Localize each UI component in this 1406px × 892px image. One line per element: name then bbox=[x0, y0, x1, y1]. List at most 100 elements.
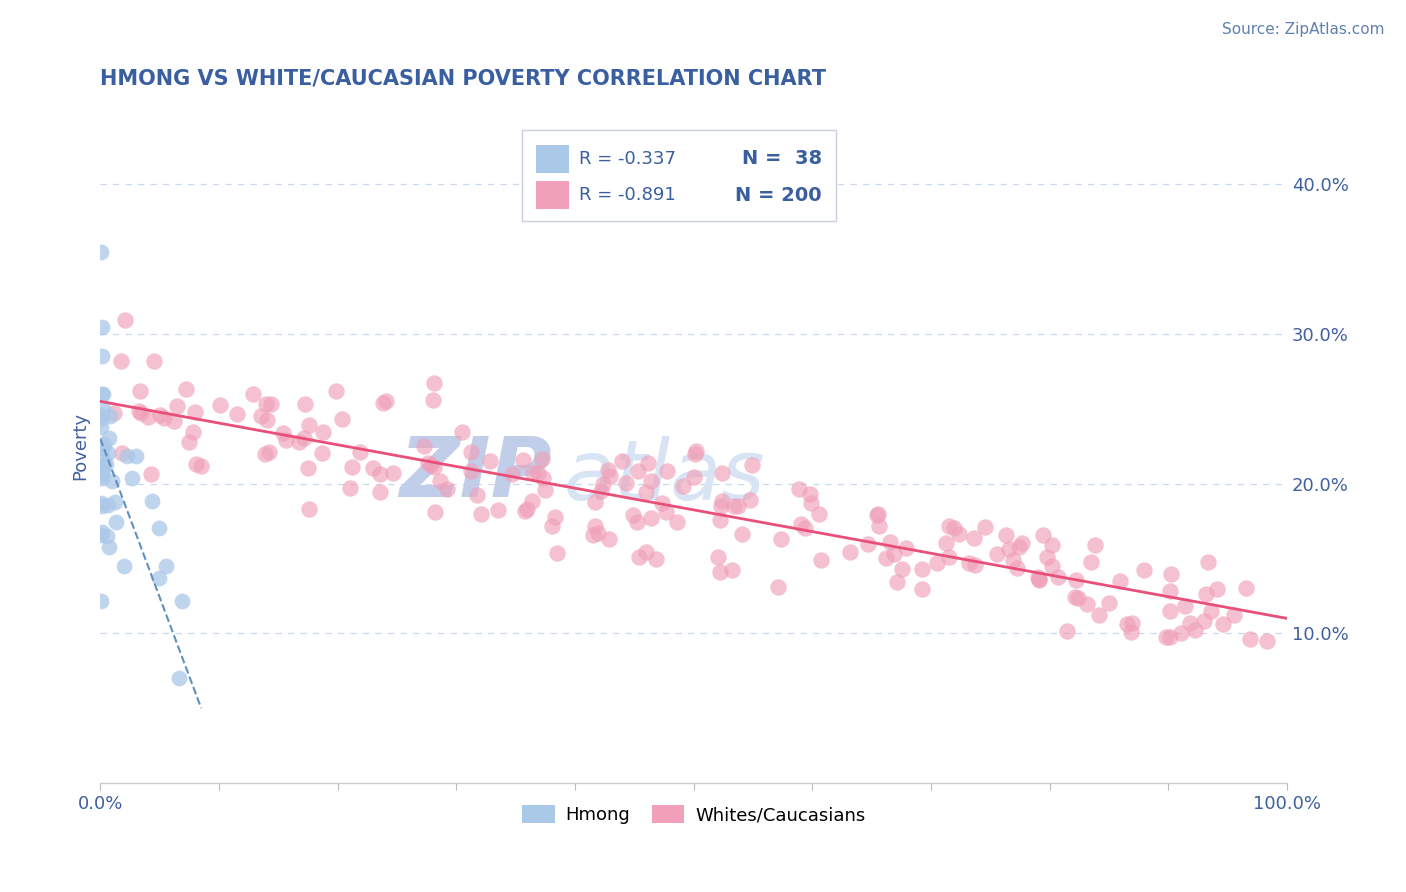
Point bbox=[97, 432, 120, 446]
Point bbox=[935, 536, 957, 550]
Point bbox=[257, 444, 280, 458]
Point bbox=[90, 468, 112, 483]
Point bbox=[1028, 572, 1050, 586]
Point bbox=[520, 493, 543, 508]
Point bbox=[1007, 561, 1029, 575]
Point bbox=[1160, 567, 1182, 582]
Point bbox=[174, 382, 197, 396]
Point bbox=[97, 446, 120, 460]
Point bbox=[1197, 555, 1219, 569]
Point bbox=[1119, 624, 1142, 639]
Point bbox=[516, 502, 538, 516]
Point bbox=[592, 477, 614, 491]
Point bbox=[91, 350, 114, 364]
Point bbox=[153, 411, 176, 425]
Point bbox=[512, 452, 534, 467]
Point bbox=[627, 550, 650, 565]
Point bbox=[96, 528, 118, 542]
Point bbox=[1116, 616, 1139, 631]
Point bbox=[470, 507, 492, 521]
Point bbox=[297, 460, 319, 475]
Point bbox=[1234, 581, 1257, 595]
Point bbox=[1121, 615, 1143, 630]
Point bbox=[1036, 549, 1059, 564]
Point bbox=[90, 464, 112, 478]
Point bbox=[170, 594, 193, 608]
Point bbox=[91, 441, 114, 455]
Point bbox=[330, 412, 353, 426]
Point bbox=[942, 521, 965, 535]
Point bbox=[581, 527, 603, 541]
Point bbox=[256, 413, 278, 427]
Point bbox=[141, 467, 163, 482]
Point bbox=[711, 467, 734, 481]
Point bbox=[90, 408, 112, 422]
Text: N = 200: N = 200 bbox=[735, 186, 823, 204]
Point bbox=[148, 409, 170, 423]
Point bbox=[626, 515, 648, 529]
Text: N =  38: N = 38 bbox=[742, 149, 823, 169]
Point bbox=[423, 460, 446, 475]
Point bbox=[959, 556, 981, 570]
Point bbox=[672, 479, 695, 493]
Point bbox=[1040, 538, 1063, 552]
Point bbox=[1028, 573, 1050, 587]
Point bbox=[911, 582, 934, 596]
Point bbox=[727, 499, 749, 513]
Y-axis label: Poverty: Poverty bbox=[72, 412, 89, 481]
Point bbox=[948, 527, 970, 541]
Text: R = -0.891: R = -0.891 bbox=[579, 186, 675, 204]
Point bbox=[184, 457, 207, 471]
Point bbox=[128, 403, 150, 417]
Point bbox=[1256, 633, 1278, 648]
Point bbox=[93, 458, 115, 472]
Point bbox=[361, 461, 384, 475]
Point bbox=[938, 550, 960, 565]
Point bbox=[685, 444, 707, 458]
Point bbox=[486, 503, 509, 517]
Point bbox=[184, 405, 207, 419]
Point bbox=[273, 425, 295, 440]
Point bbox=[253, 447, 276, 461]
Point bbox=[91, 401, 114, 416]
Point bbox=[1184, 623, 1206, 637]
Point bbox=[190, 459, 212, 474]
Point bbox=[254, 397, 277, 411]
Point bbox=[640, 474, 662, 488]
Point bbox=[382, 467, 405, 481]
Point bbox=[640, 510, 662, 524]
Point bbox=[1032, 528, 1054, 542]
Point bbox=[1159, 604, 1181, 618]
Point bbox=[810, 553, 832, 567]
Point bbox=[101, 475, 124, 489]
Point bbox=[522, 466, 544, 480]
Point bbox=[896, 541, 918, 555]
Point bbox=[963, 531, 986, 545]
Point bbox=[292, 431, 315, 445]
Point bbox=[91, 525, 114, 540]
Point bbox=[588, 525, 610, 540]
FancyBboxPatch shape bbox=[522, 129, 837, 220]
Point bbox=[787, 482, 810, 496]
Point bbox=[90, 386, 112, 401]
Point bbox=[115, 450, 138, 464]
Point bbox=[1170, 625, 1192, 640]
Point bbox=[531, 471, 554, 485]
Point bbox=[121, 471, 143, 485]
Point bbox=[142, 354, 165, 368]
Text: HMONG VS WHITE/CAUCASIAN POVERTY CORRELATION CHART: HMONG VS WHITE/CAUCASIAN POVERTY CORRELA… bbox=[100, 69, 827, 88]
Point bbox=[96, 457, 118, 471]
Point bbox=[995, 527, 1018, 541]
Point bbox=[530, 452, 553, 467]
Point bbox=[325, 384, 347, 398]
Point bbox=[422, 376, 444, 391]
Point bbox=[938, 519, 960, 533]
Point bbox=[621, 508, 644, 522]
Point bbox=[790, 517, 813, 532]
Point bbox=[683, 447, 706, 461]
Point bbox=[583, 518, 606, 533]
Point bbox=[1028, 570, 1050, 584]
Point bbox=[1156, 630, 1178, 644]
Point bbox=[651, 496, 673, 510]
Point bbox=[614, 475, 637, 490]
